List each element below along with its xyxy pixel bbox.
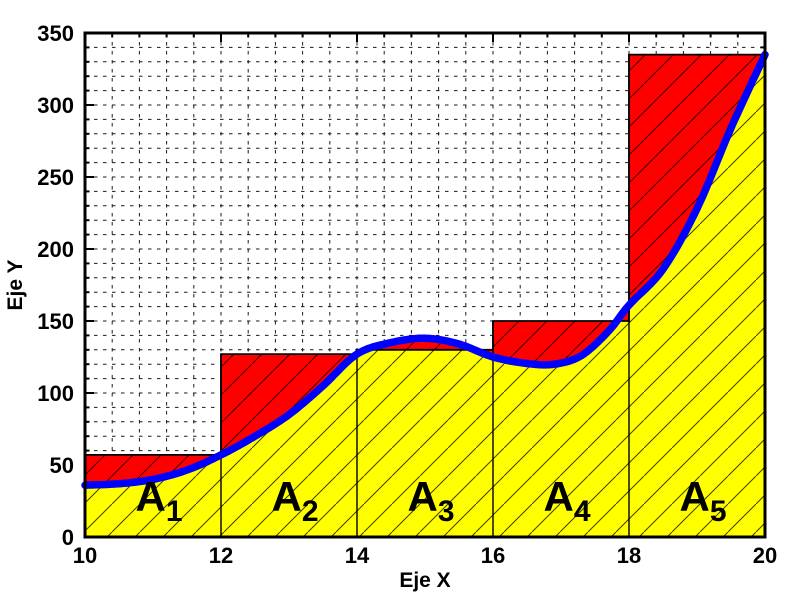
y-tick-label: 150 — [37, 309, 74, 334]
curve-line — [81, 50, 769, 489]
x-tick-label: 14 — [345, 543, 370, 568]
y-tick-label: 200 — [37, 237, 74, 262]
y-tick-labels: 0 50 100 150 200 250 300 350 — [37, 21, 74, 550]
y-tick-label: 100 — [37, 381, 74, 406]
area-labels: A1 A2 A3 A4 A5 — [135, 473, 726, 528]
y-tick-label: 50 — [50, 453, 74, 478]
y-tick-label: 350 — [37, 21, 74, 46]
x-axis-title: Eje X — [399, 569, 450, 592]
y-axis-title: Eje Y — [4, 260, 27, 311]
x-tick-label: 12 — [209, 543, 233, 568]
x-tick-label: 18 — [617, 543, 641, 568]
y-tick-label: 300 — [37, 93, 74, 118]
x-tick-label: 20 — [753, 543, 777, 568]
y-tick-label: 250 — [37, 165, 74, 190]
x-tick-label: 10 — [73, 543, 97, 568]
x-tick-labels: 10 12 14 16 18 20 — [73, 543, 777, 568]
x-tick-label: 16 — [481, 543, 505, 568]
plot-border — [83, 31, 767, 539]
hatch-overlay — [85, 54, 765, 537]
y-tick-label: 0 — [62, 525, 74, 550]
